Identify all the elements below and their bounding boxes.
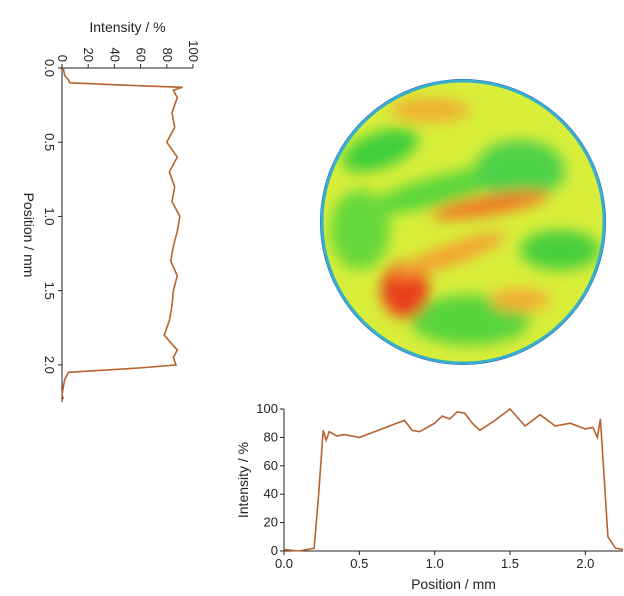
x-tick-label: 0.0 — [42, 59, 57, 77]
y-axis-label: Intensity / % — [235, 442, 251, 518]
x-tick-label: 0.0 — [275, 556, 293, 571]
x-tick-label: 2.0 — [576, 556, 594, 571]
y-tick-label: 40 — [264, 486, 278, 501]
y-tick-label: 60 — [264, 458, 278, 473]
x-tick-label: 2.0 — [42, 356, 57, 374]
y-tick-label: 100 — [186, 40, 201, 62]
x-axis-label: Position / mm — [21, 193, 37, 278]
x-tick-label: 1.5 — [42, 282, 57, 300]
y-tick-label: 20 — [81, 48, 96, 62]
y-tick-label: 80 — [160, 48, 175, 62]
y-tick-label: 0 — [271, 543, 278, 558]
y-tick-label: 60 — [134, 48, 149, 62]
x-axis-label: Position / mm — [411, 576, 496, 592]
profile-line — [61, 67, 183, 400]
x-tick-label: 0.5 — [350, 556, 368, 571]
y-tick-label: 0 — [55, 55, 70, 62]
x-tick-label: 1.0 — [426, 556, 444, 571]
y-axis-label: Intensity / % — [89, 19, 165, 35]
y-tick-label: 80 — [264, 429, 278, 444]
intensity-map — [320, 79, 606, 365]
y-tick-label: 20 — [264, 515, 278, 530]
profile-chart: 0.0 0.5 1.0 1.5 2.0 0 20 40 60 80 100 Position / mm… — [21, 19, 201, 402]
x-tick-label: 0.5 — [42, 133, 57, 151]
y-tick-label: 100 — [256, 401, 278, 416]
x-tick-label: 1.0 — [42, 207, 57, 225]
profile-line — [283, 407, 624, 552]
x-tick-label: 1.5 — [501, 556, 519, 571]
profile-chart: 0.0 0.5 1.0 1.5 2.0 0 20 40 60 80 100 Position / mm… — [235, 401, 624, 592]
y-tick-label: 40 — [107, 48, 122, 62]
